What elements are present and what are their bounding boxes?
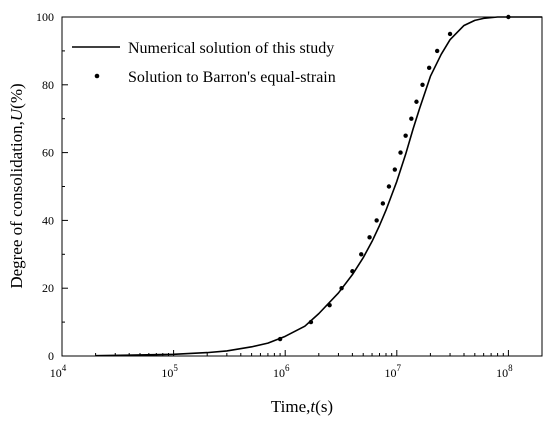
data-point-barron [414, 99, 419, 104]
legend-label-barron: Solution to Barron's equal-strain [128, 69, 336, 86]
data-point-barron [409, 116, 414, 121]
y-tick-label: 40 [42, 213, 54, 227]
x-tick-label: 106 [273, 363, 290, 380]
y-axis-label-var: U [7, 107, 26, 121]
y-tick-label: 60 [42, 146, 54, 160]
y-axis-label-main: Degree of consolidation, [7, 121, 26, 289]
data-point-barron [386, 184, 392, 189]
y-tick-label: 20 [42, 281, 54, 295]
x-tick-label: 105 [161, 363, 178, 380]
data-point-barron [434, 48, 440, 54]
x-axis-label: Time,t(s) [271, 397, 333, 416]
data-point-barron [327, 302, 332, 308]
y-tick-label: 100 [36, 10, 54, 24]
series-line-numerical [95, 16, 542, 357]
legend-label-numerical: Numerical solution of this study [128, 40, 334, 57]
x-axis-label-main: Time, [271, 397, 311, 416]
data-point-barron [398, 150, 403, 155]
data-point-barron [392, 167, 398, 172]
data-point-barron [359, 252, 364, 257]
legend-marker-symbol [94, 73, 100, 79]
y-axis-label: Degree of consolidation,U(%) [7, 83, 26, 288]
data-point-barron [367, 235, 372, 240]
x-tick-label: 107 [385, 363, 402, 380]
x-axis-label-unit: (s) [315, 397, 333, 416]
y-tick-label: 80 [42, 78, 54, 92]
x-axis-ticks: 104 105 106 107 108 [50, 350, 513, 380]
data-point-barron [426, 65, 432, 71]
data-point-barron [380, 201, 386, 206]
data-point-barron [350, 269, 355, 274]
x-tick-label: 108 [496, 363, 513, 380]
y-tick-label: 0 [48, 349, 54, 363]
y-axis-ticks: 0 20 40 60 80 100 [36, 10, 68, 363]
plot-frame [61, 16, 543, 357]
data-point-barron [277, 336, 283, 342]
data-point-barron [308, 319, 314, 325]
x-axis-label-var: t [310, 397, 316, 416]
data-point-barron [420, 82, 425, 88]
data-point-barron [374, 218, 379, 223]
data-point-barron [403, 133, 408, 138]
legend: Numerical solution of this study Solutio… [72, 40, 336, 86]
x-tick-label: 104 [50, 363, 67, 380]
y-axis-label-unit: (%) [7, 83, 26, 108]
data-point-barron [339, 286, 344, 291]
data-point-barron [506, 14, 511, 20]
series-layer [95, 14, 542, 357]
data-point-barron [447, 31, 453, 37]
